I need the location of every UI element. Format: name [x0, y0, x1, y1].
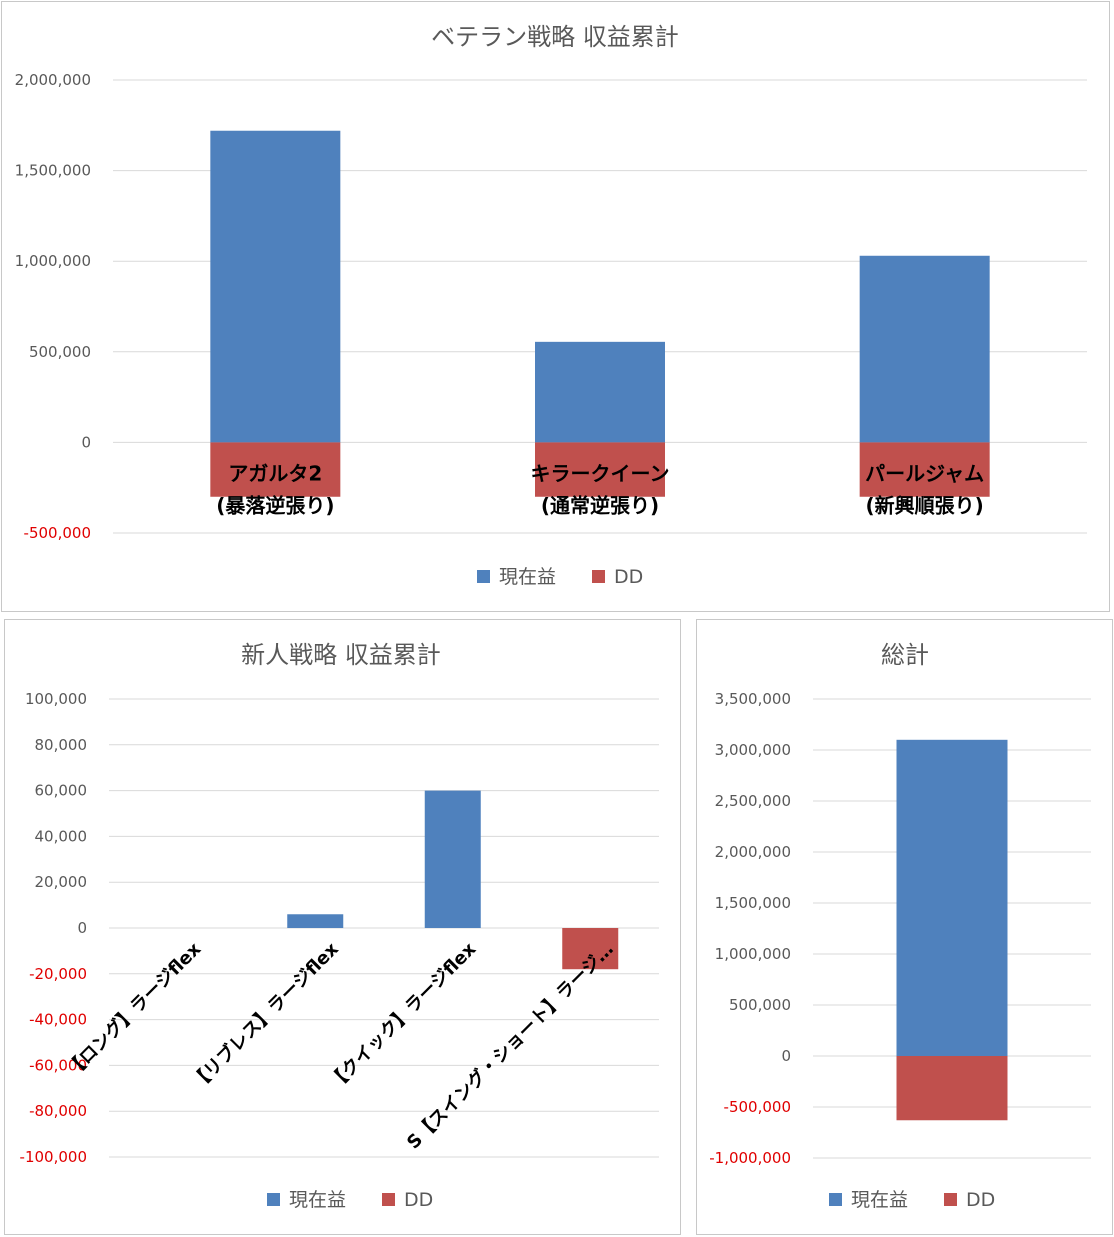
legend-swatch-profit	[267, 1193, 280, 1206]
total-y-tick-label: -1,000,000	[709, 1149, 791, 1167]
legend-swatch-profit	[477, 570, 490, 583]
veteran-y-tick-label: 1,500,000	[15, 162, 91, 180]
total-y-tick-label: 1,500,000	[715, 894, 791, 912]
newcomer-bar-dd-3	[562, 928, 619, 970]
total-y-tick-label: 3,000,000	[715, 741, 791, 759]
newcomer-y-tick-label: -20,000	[29, 965, 87, 983]
total-y-tick-label: 2,000,000	[715, 843, 791, 861]
legend-label-dd: DD	[614, 566, 643, 588]
newcomer-category-label: 【リブレス】ラージflex	[187, 938, 343, 1094]
total-chart-title: 総計	[881, 641, 929, 669]
legend-label-dd: DD	[966, 1189, 995, 1211]
veteran-category-label: キラークイーン (通常逆張り)	[531, 461, 670, 517]
legend-label-dd: DD	[404, 1189, 433, 1211]
newcomer-legend: 現在益 DD	[267, 1189, 433, 1211]
total-plot-group: 総計 3,500,000 3,000,000 2,500,000 2,000,000 1,…	[709, 641, 1091, 1211]
veteran-chart-title: ベテラン戦略 収益累計	[431, 23, 679, 51]
total-y-tick-label: -500,000	[724, 1098, 791, 1116]
veteran-y-tick-label: 500,000	[29, 343, 91, 361]
total-y-tick-label: 1,000,000	[715, 945, 791, 963]
newcomer-category-label: 【クイック】ラージflex	[325, 938, 481, 1094]
newcomer-chart: 新人戦略 収益累計 100,000 80,000 60,000 40,000 20,000…	[20, 641, 659, 1211]
total-y-tick-label: 500,000	[729, 996, 791, 1014]
newcomer-y-tick-label: 60,000	[35, 782, 88, 800]
veteran-category-label: アガルタ2 (暴落逆張り)	[216, 461, 334, 517]
newcomer-y-tick-label: -100,000	[20, 1148, 87, 1166]
legend-swatch-dd	[592, 570, 605, 583]
veteran-bar-dd-1	[535, 442, 665, 497]
veteran-bar-profit-2	[859, 255, 990, 443]
newcomer-category-label: 【ロング】ラージflex	[62, 938, 206, 1082]
category-label-line: (通常逆張り)	[541, 493, 659, 517]
legend-label-profit: 現在益	[851, 1189, 908, 1211]
legend-swatch-profit	[829, 1193, 842, 1206]
veteran-plot-group: ベテラン戦略 収益累計 2,000,000 1,500,000 1,000,000 50…	[15, 23, 1087, 588]
total-y-tick-label: 2,500,000	[715, 792, 791, 810]
veteran-y-tick-label: -500,000	[24, 524, 91, 542]
category-label-line: (新興順張り)	[866, 493, 984, 517]
legend-label-profit: 現在益	[289, 1189, 346, 1211]
newcomer-bar-profit-1	[287, 914, 344, 928]
newcomer-y-tick-label: -60,000	[29, 1056, 87, 1074]
veteran-bar-profit-0	[210, 130, 341, 443]
veteran-y-tick-label: 1,000,000	[15, 252, 91, 270]
veteran-legend: 現在益 DD	[477, 566, 643, 588]
total-bar-dd-0	[896, 1056, 1008, 1121]
newcomer-y-tick-label: 80,000	[35, 736, 88, 754]
newcomer-chart-title: 新人戦略 収益累計	[241, 641, 441, 669]
total-y-tick-label: 0	[781, 1047, 791, 1065]
newcomer-y-tick-label: 0	[77, 919, 87, 937]
newcomer-plot-group: 新人戦略 収益累計 100,000 80,000 60,000 40,000 20,000…	[20, 641, 659, 1211]
newcomer-chart-panel: 新人戦略 収益累計 100,000 80,000 60,000 40,000 20,000…	[4, 619, 681, 1235]
veteran-category-label: パールジャム (新興順張り)	[865, 461, 984, 517]
newcomer-bar-profit-2	[424, 790, 481, 928]
category-label-line: (暴落逆張り)	[216, 493, 334, 517]
newcomer-y-tick-label: -80,000	[29, 1102, 87, 1120]
veteran-chart-panel: ベテラン戦略 収益累計 2,000,000 1,500,000 1,000,000 50…	[1, 1, 1110, 612]
total-chart-panel: 総計 3,500,000 3,000,000 2,500,000 2,000,000 1,…	[696, 619, 1113, 1235]
legend-swatch-dd	[382, 1193, 395, 1206]
total-legend: 現在益 DD	[829, 1189, 995, 1211]
newcomer-y-tick-label: -40,000	[29, 1011, 87, 1029]
newcomer-y-tick-label: 100,000	[25, 690, 87, 708]
veteran-bar-profit-1	[535, 341, 665, 443]
legend-swatch-dd	[944, 1193, 957, 1206]
legend-label-profit: 現在益	[499, 566, 556, 588]
veteran-bar-dd-2	[859, 442, 990, 497]
total-y-tick-label: 3,500,000	[715, 690, 791, 708]
category-label-line: パールジャム	[865, 461, 984, 485]
veteran-y-tick-label: 0	[81, 433, 91, 451]
veteran-chart: ベテラン戦略 収益累計 2,000,000 1,500,000 1,000,000 50…	[15, 23, 1087, 588]
category-label-line: アガルタ2	[228, 461, 322, 485]
category-label-line: キラークイーン	[531, 461, 670, 485]
total-chart: 総計 3,500,000 3,000,000 2,500,000 2,000,000 1,…	[709, 641, 1091, 1211]
veteran-y-tick-label: 2,000,000	[15, 71, 91, 89]
newcomer-y-tick-label: 20,000	[35, 873, 88, 891]
newcomer-y-tick-label: 40,000	[35, 827, 88, 845]
veteran-bar-dd-0	[210, 442, 341, 497]
total-bar-profit-0	[896, 739, 1008, 1056]
